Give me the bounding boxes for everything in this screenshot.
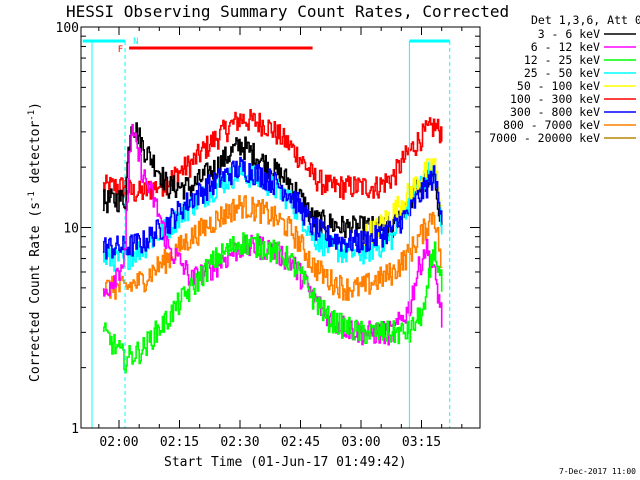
series-100-300-kev xyxy=(102,109,443,202)
y-axis-label: Corrected Count Rate (s-1 detector-1) xyxy=(27,102,43,382)
legend-label-12-25-kev: 12 - 25 keV xyxy=(524,53,600,67)
y-axis-label-text: Corrected Count Rate (s xyxy=(28,202,43,382)
x-axis-label: Start Time (01-Jun-17 01:49:42) xyxy=(164,455,407,470)
x-tick-label: 02:45 xyxy=(281,435,320,450)
series-layer xyxy=(102,109,443,374)
y-axis-label-sup1: -1 xyxy=(27,191,37,202)
series-line-12-25-kev xyxy=(102,232,443,374)
legend-label-100-300-kev: 100 - 300 keV xyxy=(510,92,600,106)
x-tick-label: 02:00 xyxy=(99,435,138,450)
series-300-800-kev xyxy=(102,156,443,260)
legend-label-300-800-kev: 300 - 800 keV xyxy=(510,105,600,119)
y-axis-label-mid: detector xyxy=(28,121,43,192)
legend-label-50-100-kev: 50 - 100 keV xyxy=(517,79,600,93)
series-line-25-50-kev xyxy=(102,160,443,272)
footer-date: 7-Dec-2017 11:00 xyxy=(559,467,636,476)
flag-label-n: N xyxy=(133,37,138,47)
x-tick-label: 02:30 xyxy=(220,435,259,450)
annotation-layer: FN xyxy=(82,37,451,428)
x-tick-label: 03:00 xyxy=(341,435,380,450)
svg-text:Corrected Count Rate (s-1 dete: Corrected Count Rate (s-1 detector-1) xyxy=(27,102,43,382)
x-tick-label: 03:15 xyxy=(402,435,441,450)
legend-label-800-7000-kev: 800 - 7000 keV xyxy=(503,118,600,132)
series-12-25-kev xyxy=(102,232,443,374)
y-tick-label: 10 xyxy=(63,222,79,237)
legend-label-7000-20000-kev: 7000 - 20000 keV xyxy=(489,131,600,145)
y-axis-label-sup2: -1 xyxy=(27,110,37,121)
y-axis-label-end: ) xyxy=(28,102,43,110)
y-tick-label: 1 xyxy=(71,422,79,437)
axis-layer: 02:00 02:15 02:30 02:45 03:00 03:15 100 10 1 xyxy=(56,21,480,450)
plot-frame xyxy=(80,26,481,429)
x-tick-label: 02:15 xyxy=(160,435,199,450)
series-line-800-7000-kev xyxy=(102,195,443,301)
series-25-50-kev xyxy=(102,160,443,272)
legend-label-6-12-kev: 6 - 12 keV xyxy=(531,40,600,54)
series-line-300-800-kev xyxy=(102,156,443,260)
legend-label-25-50-kev: 25 - 50 keV xyxy=(524,66,600,80)
y-tick-label: 100 xyxy=(56,21,79,36)
legend-header: Det 1,3,6, Att 0 xyxy=(531,13,640,27)
chart-title: HESSI Observing Summary Count Rates, Cor… xyxy=(66,2,509,21)
legend-label-3-6-kev: 3 - 6 keV xyxy=(538,27,600,41)
flag-label-f: F xyxy=(118,45,123,55)
series-line-100-300-kev xyxy=(102,109,443,202)
series-800-7000-kev xyxy=(102,195,443,301)
